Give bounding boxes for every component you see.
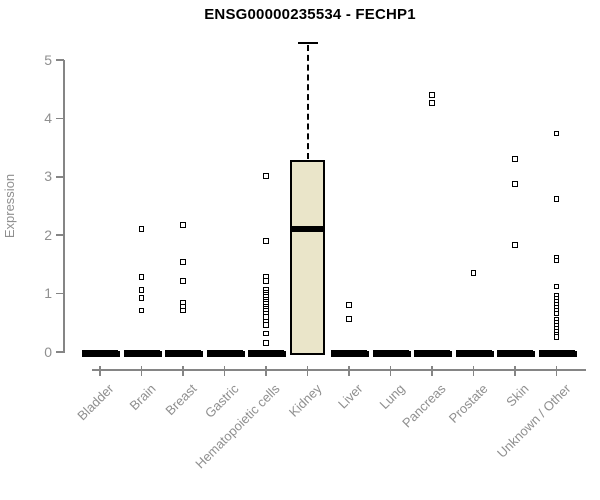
outlier-point: [470, 270, 477, 276]
zero-bar-point: [571, 351, 577, 357]
zero-bar: [455, 349, 492, 357]
box: [290, 160, 325, 355]
x-tick: [389, 366, 392, 376]
outlier-point: [180, 259, 186, 265]
zero-bar-point: [239, 351, 245, 357]
zero-bar-point: [156, 351, 162, 357]
y-tick-label: 5: [44, 51, 52, 68]
outlier-point: [553, 283, 560, 290]
x-tick: [431, 366, 433, 376]
outlier-point: [263, 277, 269, 284]
outlier-point: [346, 316, 352, 323]
zero-bar-point: [115, 351, 120, 357]
x-tick: [348, 366, 350, 376]
zero-bar: [206, 349, 243, 357]
x-axis-line: [92, 369, 586, 371]
outlier-point: [180, 222, 186, 229]
y-tick-label: 4: [44, 109, 52, 126]
outlier-point: [138, 225, 145, 232]
outlier-point: [346, 302, 352, 309]
x-tick: [140, 366, 143, 376]
chart-title: ENSG00000235534 - FECHP1: [204, 6, 416, 23]
x-tick: [472, 366, 475, 376]
outlier-point: [553, 196, 560, 202]
x-tick: [182, 366, 184, 376]
y-tick: [56, 59, 64, 61]
outlier-point: [263, 322, 269, 328]
zero-bar: [497, 349, 533, 357]
y-axis-title: Expression: [2, 173, 17, 239]
outlier-point: [263, 238, 269, 244]
median-line: [290, 225, 325, 232]
zero-bar: [414, 349, 450, 357]
outlier-point: [512, 156, 518, 163]
y-tick: [56, 176, 64, 178]
x-tick: [99, 366, 101, 376]
x-tick: [223, 366, 226, 376]
y-tick: [56, 117, 64, 120]
y-tick: [56, 234, 64, 236]
zero-bar-point: [198, 351, 203, 357]
y-tick-label: 1: [44, 285, 52, 302]
y-tick: [56, 292, 64, 295]
y-tick-label: 0: [44, 343, 52, 360]
x-tick: [265, 366, 267, 376]
outlier-point: [553, 257, 560, 264]
zero-bar: [165, 349, 201, 357]
outlier-point: [263, 330, 269, 337]
outlier-point: [263, 173, 269, 179]
outlier-point: [180, 277, 186, 284]
y-axis-line: [63, 60, 65, 353]
outlier-point: [138, 307, 145, 314]
outlier-point: [138, 274, 145, 281]
zero-bar: [123, 349, 160, 357]
zero-bar-point: [405, 351, 411, 357]
outlier-point: [512, 181, 518, 187]
outlier-point: [138, 295, 145, 302]
whisker-line: [306, 45, 309, 160]
outlier-point: [553, 130, 560, 137]
zero-bar-point: [447, 351, 452, 357]
zero-bar-point: [364, 351, 369, 357]
x-tick: [306, 366, 309, 376]
outlier-point: [429, 100, 435, 106]
x-tick: [555, 366, 558, 376]
zero-bar: [372, 349, 409, 357]
zero-bar: [331, 349, 367, 357]
outlier-point: [553, 310, 560, 317]
y-tick: [56, 351, 64, 353]
outlier-point: [553, 334, 560, 340]
outlier-point: [138, 287, 145, 293]
zero-bar-point: [281, 351, 286, 357]
x-tick: [514, 366, 516, 376]
outlier-point: [512, 242, 518, 248]
zero-bar-point: [488, 351, 494, 357]
zero-bar: [538, 349, 575, 357]
outlier-point: [263, 340, 269, 347]
zero-bar: [248, 349, 284, 357]
outlier-point: [429, 92, 435, 98]
outlier-point: [180, 307, 186, 314]
zero-bar: [82, 349, 118, 357]
y-tick-label: 2: [44, 226, 52, 243]
whisker-cap: [297, 41, 318, 45]
y-tick-label: 3: [44, 168, 52, 185]
zero-bar-point: [530, 351, 535, 357]
